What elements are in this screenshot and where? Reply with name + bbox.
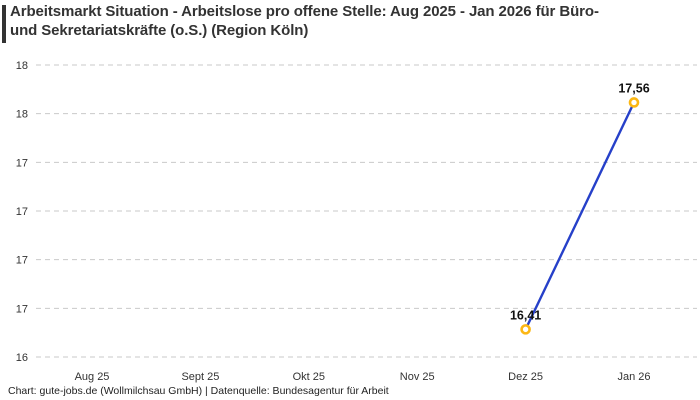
y-tick-label: 18 (16, 60, 28, 72)
y-axis-tick-labels: 18 18 17 17 17 17 16 (16, 60, 28, 364)
y-tick-label: 17 (16, 206, 28, 218)
y-tick-label: 17 (16, 255, 28, 267)
y-tick-label: 17 (16, 303, 28, 315)
chart-title: Arbeitsmarkt Situation - Arbeitslose pro… (10, 2, 690, 40)
chart-title-line2: und Sekretariatskräfte (o.S.) (Region Kö… (10, 22, 309, 39)
data-point-label: 17,56 (618, 81, 649, 95)
x-axis-tick-labels: Aug 25 Sept 25 Okt 25 Nov 25 Dez 25 Jan 26 (75, 371, 651, 383)
chart-credit: Chart: gute-jobs.de (Wollmilchsau GmbH) … (8, 385, 389, 397)
x-tick-label: Okt 25 (293, 371, 325, 383)
x-tick-label: Dez 25 (508, 371, 543, 383)
x-tick-label: Jan 26 (617, 371, 650, 383)
series-group: 16,41 17,56 (510, 81, 650, 335)
gridlines-group (36, 64, 697, 358)
y-tick-label: 16 (16, 352, 28, 364)
series-line (524, 101, 636, 331)
data-point-marker (628, 97, 640, 108)
x-tick-label: Aug 25 (75, 371, 110, 383)
y-tick-label: 18 (16, 109, 28, 121)
y-tick-label: 17 (16, 157, 28, 169)
title-accent-bar (2, 5, 6, 43)
data-point-label: 16,41 (510, 308, 541, 322)
x-tick-label: Nov 25 (400, 371, 435, 383)
x-tick-label: Sept 25 (181, 371, 219, 383)
chart-title-line1: Arbeitsmarkt Situation - Arbeitslose pro… (10, 3, 599, 20)
data-point-marker (520, 324, 531, 335)
